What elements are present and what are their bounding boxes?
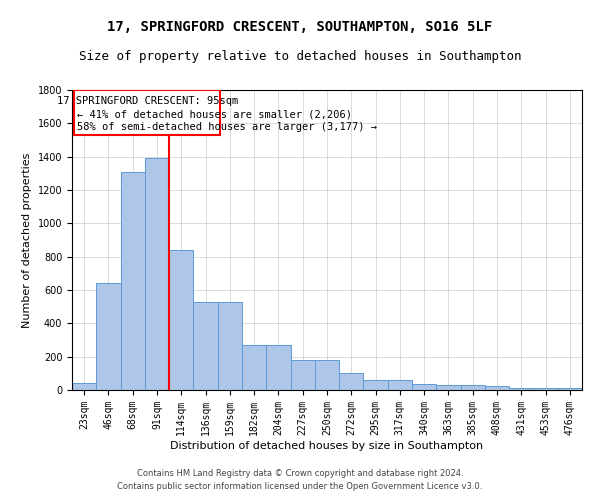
Bar <box>193 302 218 390</box>
Bar <box>290 360 315 390</box>
Text: ← 41% of detached houses are smaller (2,206): ← 41% of detached houses are smaller (2,… <box>77 110 352 120</box>
Bar <box>485 386 509 390</box>
Text: Size of property relative to detached houses in Southampton: Size of property relative to detached ho… <box>79 50 521 63</box>
Bar <box>218 302 242 390</box>
Bar <box>169 250 193 390</box>
Text: 17 SPRINGFORD CRESCENT: 95sqm: 17 SPRINGFORD CRESCENT: 95sqm <box>56 96 238 106</box>
Bar <box>121 172 145 390</box>
Bar <box>315 360 339 390</box>
Bar <box>145 158 169 390</box>
Text: 58% of semi-detached houses are larger (3,177) →: 58% of semi-detached houses are larger (… <box>77 122 377 132</box>
Bar <box>412 384 436 390</box>
Text: Contains public sector information licensed under the Open Government Licence v3: Contains public sector information licen… <box>118 482 482 491</box>
Text: 17, SPRINGFORD CRESCENT, SOUTHAMPTON, SO16 5LF: 17, SPRINGFORD CRESCENT, SOUTHAMPTON, SO… <box>107 20 493 34</box>
Bar <box>558 388 582 390</box>
Bar <box>96 284 121 390</box>
Bar <box>266 345 290 390</box>
X-axis label: Distribution of detached houses by size in Southampton: Distribution of detached houses by size … <box>170 440 484 450</box>
Bar <box>436 385 461 390</box>
Bar <box>533 388 558 390</box>
Bar <box>339 374 364 390</box>
Bar <box>242 345 266 390</box>
FancyBboxPatch shape <box>74 90 220 135</box>
Bar <box>509 388 533 390</box>
Bar <box>388 380 412 390</box>
Y-axis label: Number of detached properties: Number of detached properties <box>22 152 32 328</box>
Bar <box>364 380 388 390</box>
Bar <box>461 385 485 390</box>
Bar <box>72 382 96 390</box>
Text: Contains HM Land Registry data © Crown copyright and database right 2024.: Contains HM Land Registry data © Crown c… <box>137 468 463 477</box>
